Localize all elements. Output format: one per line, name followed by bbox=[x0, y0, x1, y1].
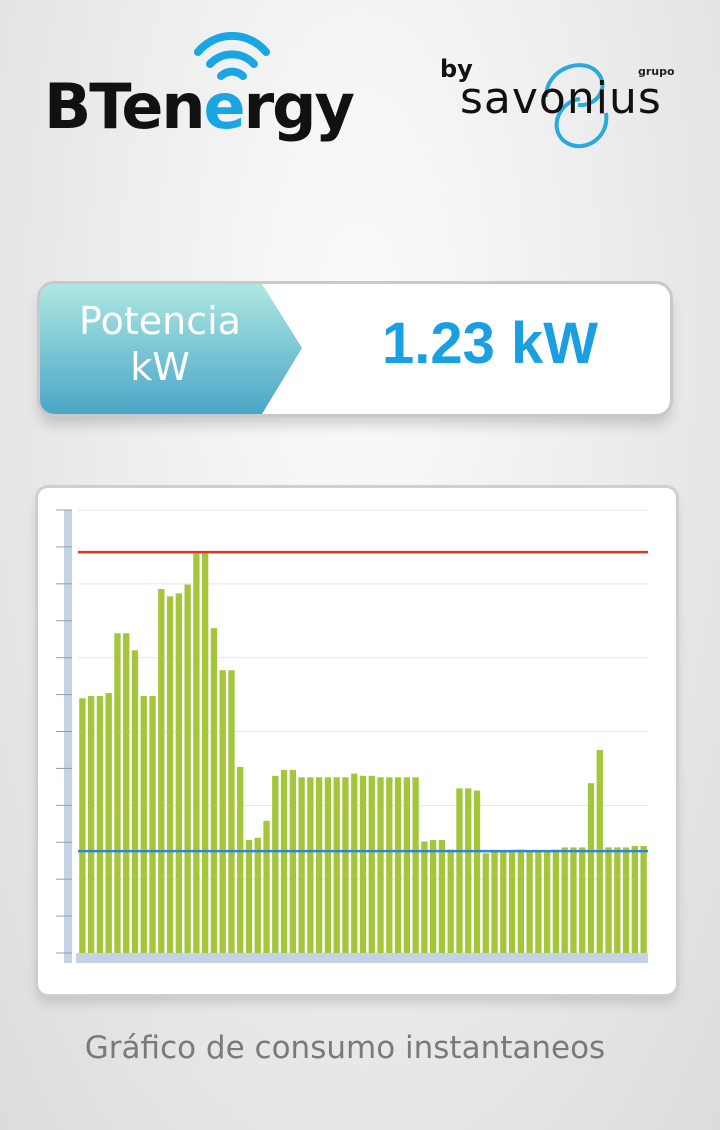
chart-bar bbox=[149, 696, 156, 953]
chart-bar bbox=[526, 851, 533, 953]
x-axis-strip bbox=[76, 953, 648, 963]
chart-bar bbox=[96, 696, 104, 953]
power-label: Potencia kW bbox=[40, 298, 280, 390]
chart-bar bbox=[193, 552, 200, 953]
power-value: 1.23 kW bbox=[382, 311, 598, 376]
chart-bar bbox=[272, 775, 279, 953]
chart-bar bbox=[421, 841, 428, 953]
savonius-logo: by grupo savonius bbox=[440, 55, 700, 165]
chart-bar bbox=[342, 777, 349, 953]
chart-bar bbox=[263, 820, 270, 953]
power-tag: Potencia kW bbox=[40, 284, 340, 414]
partner-group-label: grupo bbox=[638, 65, 675, 78]
chart-bar bbox=[254, 837, 261, 953]
chart-bar bbox=[280, 769, 288, 953]
chart-bar bbox=[517, 849, 525, 953]
chart-bar bbox=[482, 853, 489, 953]
chart-bar bbox=[491, 851, 498, 953]
chart-bar bbox=[307, 777, 314, 953]
chart-bar bbox=[543, 851, 551, 953]
chart-bar bbox=[210, 628, 218, 953]
chart-y-axis bbox=[56, 509, 648, 963]
chart-bar bbox=[123, 633, 130, 953]
chart-bar bbox=[403, 777, 411, 953]
swirl-icon bbox=[544, 63, 609, 149]
chart-bar bbox=[377, 777, 384, 953]
consumption-chart bbox=[56, 509, 648, 963]
chart-bar bbox=[298, 777, 305, 953]
chart-bar bbox=[640, 845, 647, 953]
chart-bar bbox=[245, 840, 253, 953]
chart-bar bbox=[359, 775, 367, 953]
chart-bar bbox=[456, 788, 463, 953]
chart-bar bbox=[614, 847, 621, 953]
chart-bar bbox=[114, 633, 121, 953]
chart-bar bbox=[579, 847, 586, 953]
chart-bar bbox=[465, 788, 472, 953]
chart-bar bbox=[184, 584, 191, 953]
chart-bar bbox=[605, 847, 612, 953]
chart-bar bbox=[289, 769, 297, 953]
chart-bar bbox=[175, 593, 183, 953]
y-axis-strip bbox=[64, 510, 72, 963]
partner-name: savonius bbox=[460, 73, 662, 124]
chart-bar bbox=[315, 777, 323, 953]
wifi-icon bbox=[194, 32, 270, 80]
chart-bar bbox=[237, 766, 244, 953]
chart-bar bbox=[201, 552, 209, 953]
chart-reference-lines bbox=[78, 550, 648, 853]
chart-bar bbox=[333, 777, 340, 953]
chart-bar bbox=[228, 670, 235, 953]
chart-bar bbox=[368, 775, 375, 953]
chart-bar bbox=[131, 650, 139, 953]
chart-bar bbox=[412, 777, 419, 953]
chart-bar bbox=[622, 847, 630, 953]
power-label-unit: kW bbox=[130, 345, 190, 389]
consumption-chart-panel bbox=[38, 488, 676, 994]
chart-bar bbox=[386, 777, 393, 953]
chart-bar bbox=[473, 790, 481, 953]
chart-bar bbox=[87, 696, 95, 953]
chart-bar bbox=[105, 693, 112, 953]
chart-bar bbox=[500, 851, 507, 953]
chart-bar bbox=[324, 777, 332, 953]
chart-bar bbox=[552, 849, 560, 953]
chart-bar bbox=[570, 847, 577, 953]
chart-bar bbox=[394, 777, 402, 953]
chart-bar bbox=[587, 783, 595, 953]
chart-bar bbox=[438, 840, 446, 953]
power-tag-shape bbox=[40, 284, 302, 414]
chart-bar bbox=[219, 670, 226, 953]
logo-wordmark: BTenergy bbox=[44, 70, 355, 143]
chart-bars bbox=[79, 552, 647, 953]
chart-caption: Gráfico de consumo instantaneos bbox=[84, 1030, 606, 1066]
chart-bar bbox=[561, 847, 568, 953]
chart-bar bbox=[140, 696, 147, 953]
btenergy-logo: BTenergy bbox=[44, 30, 374, 150]
chart-bar bbox=[631, 845, 639, 953]
partner-by-label: by bbox=[440, 55, 473, 83]
chart-bar bbox=[166, 596, 174, 953]
chart-bar bbox=[158, 589, 165, 953]
chart-bar bbox=[508, 851, 516, 953]
chart-bar bbox=[351, 773, 358, 953]
chart-bar bbox=[535, 851, 542, 953]
power-label-title: Potencia bbox=[79, 299, 241, 343]
chart-bar bbox=[429, 840, 437, 953]
chart-bar bbox=[79, 698, 86, 953]
power-panel: Potencia kW 1.23 kW bbox=[40, 284, 670, 414]
chart-bar bbox=[447, 849, 454, 953]
